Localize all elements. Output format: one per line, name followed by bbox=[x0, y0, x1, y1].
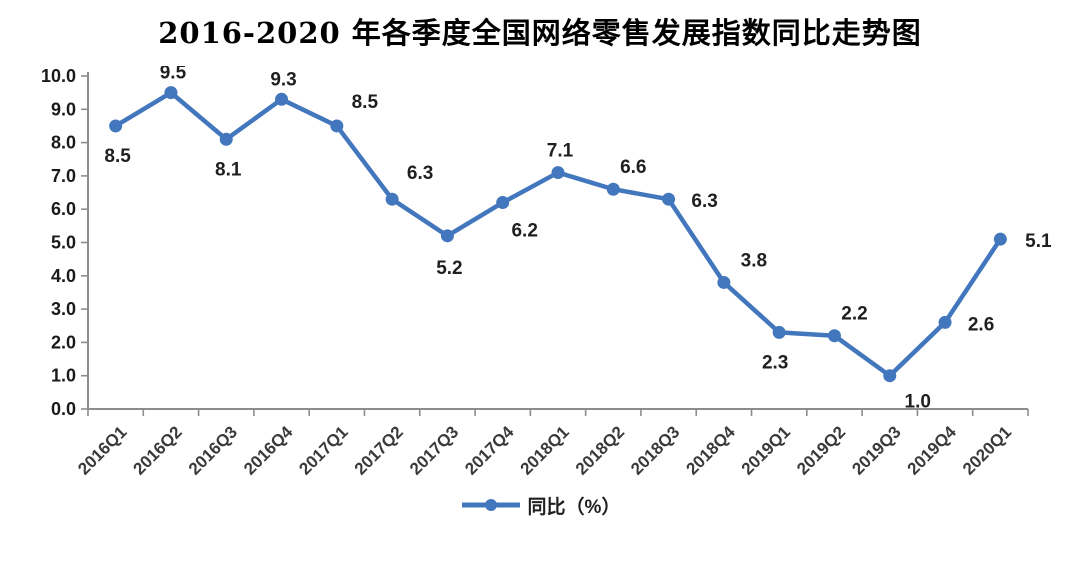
data-point-marker bbox=[164, 86, 178, 100]
x-axis-tick-label: 2020Q1 bbox=[959, 422, 1015, 478]
y-axis-tick-label: 2.0 bbox=[51, 332, 76, 352]
legend-label: 同比（%） bbox=[527, 496, 621, 518]
x-axis-tick-label: 2017Q4 bbox=[461, 422, 518, 479]
plot-area: 0.0 1.0 2.0 3.0 4.0 5.0 6.0 7.0 8.0 9.0 10.0 2016Q1… bbox=[0, 63, 1080, 486]
data-point-marker bbox=[496, 196, 510, 210]
x-axis-tick-label: 2019Q3 bbox=[848, 422, 904, 478]
data-label: 7.1 bbox=[547, 141, 574, 162]
data-point-marker bbox=[606, 182, 620, 196]
data-label: 2.3 bbox=[762, 352, 788, 373]
data-label: 3.8 bbox=[741, 250, 767, 271]
data-label: 9.5 bbox=[160, 66, 187, 84]
x-axis-tick-label: 2018Q3 bbox=[627, 422, 683, 478]
y-axis-tick-label: 5.0 bbox=[51, 233, 76, 253]
chart-title: 2016-2020 年各季度全国网络零售发展指数同比走势图 bbox=[158, 16, 922, 50]
legend-line-marker-icon bbox=[461, 499, 520, 511]
x-axis-tick-label: 2018Q1 bbox=[517, 422, 573, 478]
data-label: 6.6 bbox=[620, 157, 646, 178]
x-axis-tick-label: 2016Q4 bbox=[240, 422, 297, 479]
data-point-marker bbox=[827, 329, 841, 343]
data-point-marker bbox=[330, 119, 344, 133]
data-label: 9.3 bbox=[270, 69, 296, 90]
x-axis-tick-label: 2019Q4 bbox=[904, 422, 961, 479]
y-axis-tick-label: 9.0 bbox=[51, 99, 76, 119]
data-label: 2.2 bbox=[841, 304, 867, 325]
data-point-marker bbox=[385, 192, 399, 206]
data-label: 8.5 bbox=[352, 92, 379, 113]
data-point-marker bbox=[662, 192, 676, 206]
legend: 同比（%） bbox=[0, 488, 1080, 522]
data-label: 5.1 bbox=[1025, 231, 1052, 252]
y-axis-tick-label: 1.0 bbox=[51, 366, 76, 386]
data-point-marker bbox=[993, 232, 1007, 246]
data-point-marker bbox=[219, 132, 233, 146]
data-label: 8.5 bbox=[104, 146, 131, 167]
y-axis-tick-label: 7.0 bbox=[51, 166, 76, 186]
x-axis-tick-label: 2016Q1 bbox=[74, 422, 130, 478]
data-point-marker bbox=[109, 119, 123, 133]
data-point-marker bbox=[551, 166, 565, 180]
x-axis-tick-label: 2018Q2 bbox=[572, 422, 628, 478]
y-axis-tick-label: 8.0 bbox=[51, 133, 76, 153]
data-point-marker bbox=[883, 369, 897, 383]
data-point-marker bbox=[717, 275, 731, 289]
data-point-marker bbox=[772, 325, 786, 339]
x-axis-tick-label: 2017Q1 bbox=[295, 422, 351, 478]
line-chart: 0.0 1.0 2.0 3.0 4.0 5.0 6.0 7.0 8.0 9.0 10.0 2016Q1… bbox=[41, 63, 1052, 479]
x-axis-tick-label: 2017Q3 bbox=[406, 422, 462, 478]
data-label: 6.3 bbox=[407, 163, 433, 184]
data-point-marker bbox=[938, 315, 952, 329]
data-label: 6.2 bbox=[511, 221, 537, 242]
data-point-marker bbox=[275, 92, 289, 106]
data-label: 6.3 bbox=[691, 191, 717, 212]
y-axis-tick-label: 10.0 bbox=[41, 66, 76, 86]
data-label: 2.6 bbox=[968, 314, 994, 335]
data-label: 1.0 bbox=[905, 392, 931, 413]
x-axis-tick-label: 2016Q2 bbox=[130, 422, 186, 478]
series-line bbox=[113, 90, 1003, 378]
y-axis-tick-label: 4.0 bbox=[51, 266, 76, 286]
x-axis-tick-label: 2017Q2 bbox=[351, 422, 407, 478]
data-point-marker bbox=[440, 229, 454, 243]
x-axis-tick-label: 2019Q1 bbox=[738, 422, 794, 478]
y-axis-tick-label: 0.0 bbox=[51, 399, 76, 419]
data-label: 5.2 bbox=[436, 258, 462, 279]
y-axis-tick-label: 6.0 bbox=[51, 199, 76, 219]
x-axis-tick-label: 2016Q3 bbox=[185, 422, 241, 478]
x-axis-tick-label: 2019Q2 bbox=[793, 422, 849, 478]
x-axis-tick-label: 2018Q4 bbox=[682, 422, 739, 479]
y-axis-tick-label: 3.0 bbox=[51, 299, 76, 319]
data-label: 8.1 bbox=[215, 159, 242, 180]
